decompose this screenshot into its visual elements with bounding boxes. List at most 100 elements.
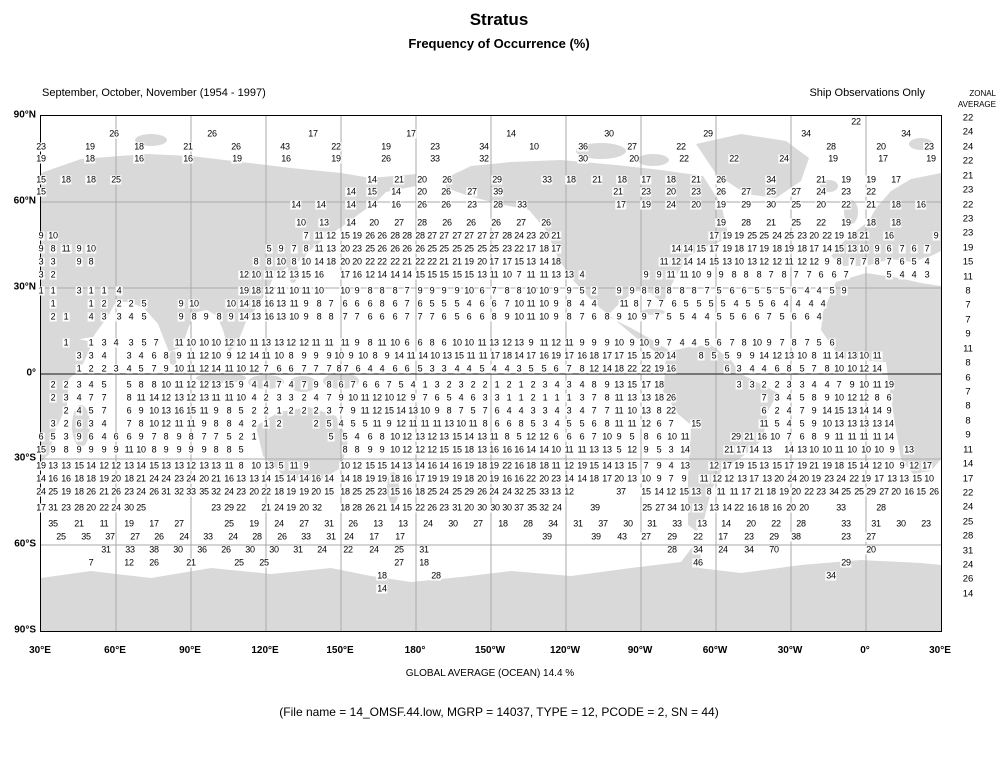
grid-value: 5 [665, 311, 673, 322]
grid-value: 29 [463, 486, 475, 497]
grid-value: 26 [440, 199, 452, 210]
world-map-panel: 22 26 26 17 17 14 30 29 34 34 23 19 18 21 26 43 22 19 23 34… [35, 115, 942, 632]
grid-value: 8 [212, 444, 220, 455]
grid-value: 8 [378, 431, 386, 442]
grid-value: 18 [325, 256, 337, 267]
grid-value: 22 [260, 486, 272, 497]
grid-value: 32 [513, 486, 525, 497]
grid-value: 19 [330, 153, 342, 164]
grid-value: 22 [364, 256, 376, 267]
grid-value: 10 [513, 311, 525, 322]
grid-value: 5 [49, 431, 57, 442]
zonal-average-value: 31 [962, 545, 974, 557]
grid-value: 4 [590, 298, 598, 309]
grid-value: 3 [578, 392, 586, 403]
grid-value: 26 [376, 243, 388, 254]
zonal-average-value: 11 [963, 271, 973, 283]
grid-value: 9 [655, 269, 663, 280]
grid-value: 25 [55, 531, 67, 542]
grid-value: 37 [597, 518, 609, 529]
grid-value: 6 [87, 431, 95, 442]
grid-value: 9 [177, 298, 185, 309]
grid-value: 1 [49, 298, 57, 309]
grid-value: 6 [433, 392, 441, 403]
grid-value: 20 [665, 186, 677, 197]
grid-value: 6 [760, 405, 768, 416]
grid-value: 12 [723, 473, 735, 484]
grid-value: 23 [235, 486, 247, 497]
grid-value: 24 [148, 473, 160, 484]
grid-value: 15 [438, 444, 450, 455]
grid-value: 17 [890, 174, 902, 185]
grid-value: 13 [846, 243, 858, 254]
grid-value: 25 [476, 243, 488, 254]
grid-value: 15 [414, 269, 426, 280]
grid-value: 21 [612, 186, 624, 197]
grid-value: 17 [307, 128, 319, 139]
grid-value: 10 [538, 285, 550, 296]
grid-value: 4 [578, 405, 586, 416]
grid-value: 11 [419, 418, 431, 429]
grid-value: 10 [160, 379, 172, 390]
grid-value: 7 [152, 337, 160, 348]
grid-value: 27 [393, 557, 405, 568]
grid-value: 4 [782, 298, 790, 309]
grid-value: 3 [75, 379, 83, 390]
grid-value: 7 [765, 311, 773, 322]
grid-value: 5 [140, 298, 148, 309]
grid-value: 26 [220, 544, 232, 555]
grid-value: 16 [351, 269, 363, 280]
grid-value: 12 [771, 256, 783, 267]
grid-value: 16 [182, 153, 194, 164]
grid-value: 24 [160, 473, 172, 484]
grid-value: 26 [206, 128, 218, 139]
grid-value: 10 [821, 418, 833, 429]
grid-value: 8 [810, 350, 818, 361]
grid-value: 6 [715, 337, 723, 348]
grid-value: 4 [465, 298, 473, 309]
grid-value: 4 [810, 379, 818, 390]
grid-value: 8 [835, 256, 843, 267]
grid-value: 18 [418, 557, 430, 568]
grid-value: 13 [47, 460, 59, 471]
grid-value: 9 [37, 243, 45, 254]
grid-value: 7 [590, 405, 598, 416]
grid-value: 19 [827, 153, 839, 164]
grid-value: 27 [298, 518, 310, 529]
grid-value: 29 [730, 431, 742, 442]
grid-value: 16 [426, 460, 438, 471]
grid-value: 27 [740, 186, 752, 197]
grid-value: 2 [87, 363, 95, 374]
grid-value: 10 [419, 405, 431, 416]
grid-value: 27 [865, 531, 877, 542]
grid-value: 11 [313, 243, 325, 254]
grid-value: 16 [60, 473, 72, 484]
grid-value: 8 [428, 337, 436, 348]
grid-value: 11 [846, 431, 858, 442]
grid-value: 17 [525, 350, 537, 361]
grid-value: 17 [873, 473, 885, 484]
grid-value: 13 [736, 473, 748, 484]
grid-value: 17 [550, 243, 562, 254]
grid-value: 13 [898, 473, 910, 484]
grid-value: 19 [84, 141, 96, 152]
grid-value: 7 [212, 431, 220, 442]
grid-value: 18 [846, 230, 858, 241]
grid-value: 14 [601, 363, 613, 374]
zonal-average-value: 24 [962, 126, 974, 138]
grid-value: 3 [37, 269, 45, 280]
zonal-average-value: 22 [962, 155, 974, 167]
grid-value: 14 [148, 392, 160, 403]
grid-value: 5 [798, 363, 806, 374]
grid-value: 16 [538, 350, 550, 361]
grid-value: 7 [603, 405, 611, 416]
grid-value: 3 [62, 431, 70, 442]
grid-value: 4 [785, 405, 793, 416]
zonal-average-value: 11 [963, 444, 973, 456]
grid-value: 13 [871, 418, 883, 429]
grid-value: 6 [885, 243, 893, 254]
grid-value: 18 [653, 392, 665, 403]
grid-value: 5 [655, 444, 663, 455]
grid-value: 7 [667, 418, 675, 429]
grid-value: 8 [730, 269, 738, 280]
